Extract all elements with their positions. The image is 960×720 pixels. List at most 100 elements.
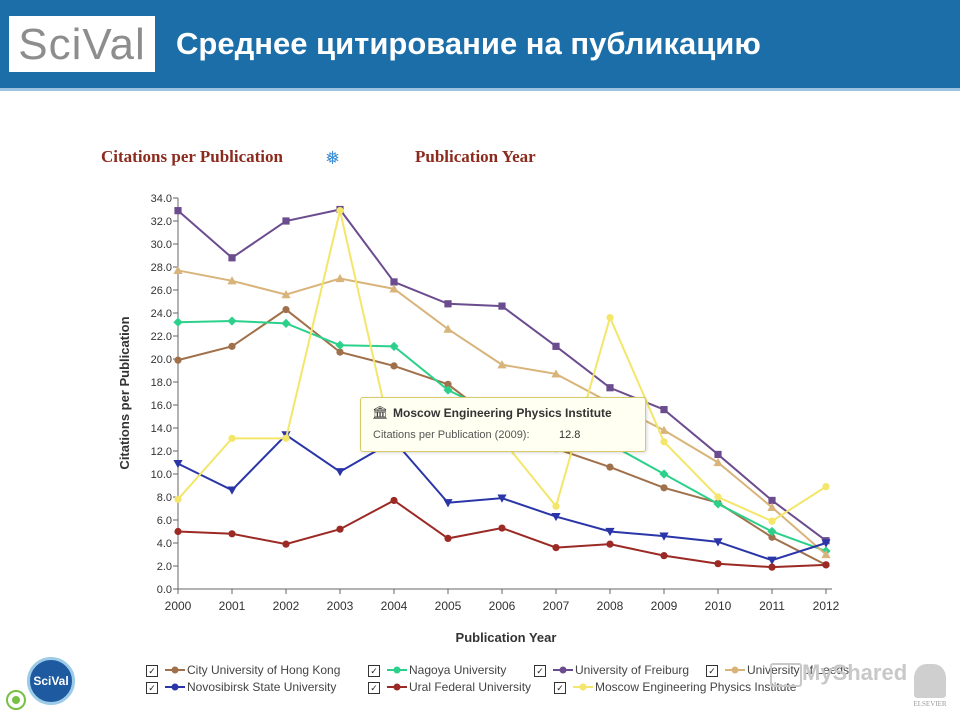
y-axis-label: Citations per Publication — [117, 316, 132, 469]
data-point — [173, 460, 183, 469]
legend-checkbox[interactable]: ✓ — [554, 682, 566, 694]
legend-label: Novosibirsk State University — [187, 680, 337, 694]
institution-icon: 🏛 — [372, 405, 389, 420]
scival-logo: SciVal — [9, 16, 155, 72]
data-point — [228, 530, 236, 538]
data-point — [713, 457, 723, 467]
data-point — [659, 532, 669, 541]
y-tick-label: 10.0 — [151, 469, 172, 481]
elsevier-tree-icon — [914, 664, 946, 698]
legend-marker — [573, 683, 593, 691]
data-point — [443, 324, 453, 333]
data-point — [552, 342, 560, 350]
x-tick-label: 2007 — [543, 599, 570, 613]
y-tick-label: 6.0 — [157, 515, 172, 527]
y-tick-label: 4.0 — [157, 538, 172, 550]
header-divider — [0, 88, 960, 91]
elsevier-logo: ELSEVIER — [908, 664, 952, 712]
data-point — [821, 549, 831, 559]
legend-checkbox[interactable]: ✓ — [534, 665, 546, 677]
x-tick-label: 2009 — [651, 599, 678, 613]
data-point — [497, 360, 507, 369]
data-point — [551, 512, 561, 522]
data-point — [444, 380, 452, 388]
y-tick-label: 22.0 — [151, 331, 172, 343]
data-point — [660, 438, 668, 446]
tooltip-value: 12.8 — [559, 429, 581, 441]
data-point — [335, 273, 345, 283]
data-point — [282, 540, 290, 548]
data-point — [336, 525, 344, 533]
header-bar — [0, 0, 960, 88]
series-line — [177, 208, 827, 542]
x-tick-label: 2012 — [813, 599, 840, 613]
y-tick-label: 18.0 — [151, 377, 172, 389]
grouping-selector[interactable]: Publication Year — [415, 147, 536, 166]
tooltip-label: Citations per Publication (2009): — [373, 429, 530, 441]
data-point — [768, 563, 776, 571]
data-point — [174, 356, 182, 364]
x-tick-label: 2002 — [273, 599, 300, 613]
data-point — [767, 502, 777, 511]
y-tick-label: 28.0 — [151, 262, 172, 274]
logo-text: SciVal — [18, 20, 146, 69]
legend-checkbox[interactable]: ✓ — [146, 665, 158, 677]
data-point — [389, 341, 399, 351]
data-point — [282, 305, 290, 314]
data-point — [390, 278, 398, 286]
x-tick-label: 2001 — [219, 599, 246, 613]
data-point — [228, 254, 236, 262]
data-point — [821, 539, 831, 548]
legend-marker — [165, 683, 185, 691]
x-tick-label: 2005 — [435, 599, 462, 613]
y-tick-label: 8.0 — [157, 492, 172, 504]
data-point — [660, 406, 668, 414]
data-point — [281, 318, 291, 328]
data-point — [174, 495, 182, 503]
y-tick-label: 30.0 — [151, 239, 172, 251]
legend-checkbox[interactable]: ✓ — [706, 665, 718, 677]
data-point — [281, 290, 291, 299]
metric-selector[interactable]: Citations per Publication — [101, 147, 283, 166]
legend-label: University of Freiburg — [575, 663, 690, 677]
data-point — [282, 434, 290, 442]
data-point — [174, 207, 182, 215]
data-point — [713, 538, 723, 547]
watermark-text: MyShared — [802, 660, 907, 686]
data-point — [389, 284, 399, 293]
x-axis-label: Publication Year — [456, 630, 557, 645]
status-icon — [6, 690, 26, 710]
y-tick-label: 12.0 — [151, 446, 172, 458]
y-tick-label: 2.0 — [157, 561, 172, 573]
data-point — [714, 450, 722, 459]
legend-marker — [725, 666, 745, 674]
data-point — [497, 494, 507, 503]
badge-label: SciVal — [33, 674, 69, 688]
legend-marker — [387, 683, 407, 691]
data-point — [605, 527, 615, 537]
x-tick-label: 2006 — [489, 599, 516, 613]
data-point — [552, 544, 560, 552]
chart-tooltip: 🏛 Moscow Engineering Physics Institute C… — [360, 397, 646, 452]
data-point — [660, 484, 668, 492]
data-point — [444, 534, 452, 543]
legend-marker — [553, 666, 573, 674]
data-point — [606, 540, 614, 548]
legend-checkbox[interactable]: ✓ — [146, 682, 158, 694]
data-point — [390, 362, 398, 370]
legend-marker — [165, 666, 185, 674]
scival-badge: SciVal — [27, 657, 75, 705]
data-point — [444, 300, 452, 308]
data-point — [552, 502, 560, 510]
legend-checkbox[interactable]: ✓ — [368, 665, 380, 677]
legend-checkbox[interactable]: ✓ — [368, 682, 380, 694]
data-point — [227, 486, 237, 495]
elsevier-label: ELSEVIER — [913, 700, 947, 708]
data-point — [606, 314, 614, 322]
data-point — [822, 483, 830, 491]
legend-marker — [387, 666, 407, 674]
data-point — [767, 526, 777, 537]
data-point — [227, 276, 237, 285]
gear-icon[interactable]: ❅ — [325, 148, 341, 168]
y-tick-label: 14.0 — [151, 423, 172, 435]
